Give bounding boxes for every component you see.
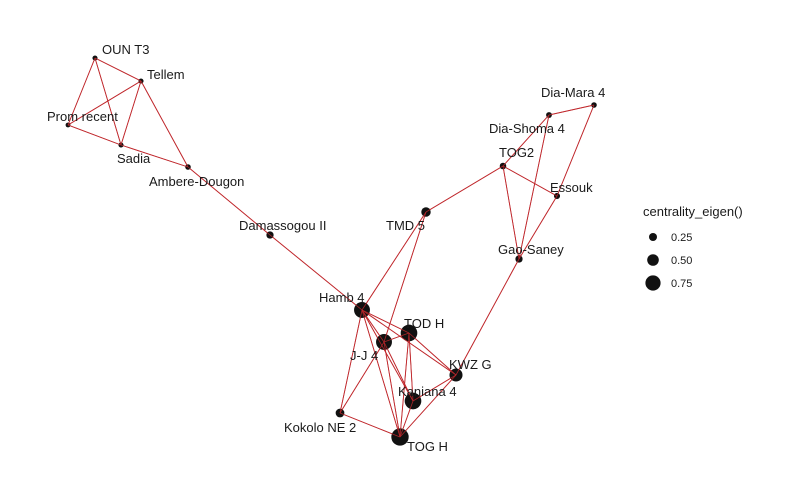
legend-items: 0.25 0.50 0.75 — [645, 232, 692, 291]
legend-label-0: 0.25 — [671, 232, 692, 244]
node-label-jj4: J-J 4 — [350, 348, 378, 363]
edge-overlay-oun-tellem — [94, 57, 142, 82]
node-label-prom: Prom recent — [47, 109, 118, 124]
edge-overlay-jj4-kaniana — [383, 341, 414, 402]
node-label-diashoma: Dia-Shoma 4 — [489, 121, 565, 136]
edge-overlay-tmd5-togII — [425, 165, 504, 213]
node-label-damassogou: Damassogou II — [239, 218, 326, 233]
node-label-tmd5: TMD 5 — [386, 218, 425, 233]
edge-overlay-diashoma-diamara — [548, 104, 595, 116]
edge-overlay-jj4-kokolo — [339, 341, 385, 414]
edge-overlay-todh-jj4 — [383, 332, 410, 343]
node-label-tellem: Tellem — [147, 67, 185, 82]
edge-overlay-kwzg-togh — [399, 374, 457, 438]
labels-layer: OUN T3 Tellem Prom recent Sadia Ambere-Dougo… — [47, 42, 605, 454]
edge-overlay-tellem-sadia — [120, 80, 142, 146]
legend-label-1: 0.50 — [671, 255, 692, 267]
node-label-diamara: Dia-Mara 4 — [541, 85, 605, 100]
edge-overlay-hamb4-togh — [361, 309, 401, 438]
node-label-gaosaney: Gao-Saney — [498, 242, 564, 257]
edge-overlay-hamb4-jj4 — [361, 309, 385, 343]
edge-overlay-diamara-essouk — [556, 104, 595, 197]
edge-overlay-todh-kaniana — [408, 332, 414, 402]
edge-overlay-jj4-togh — [383, 341, 401, 438]
edge-overlay-tmd5-hamb4 — [361, 211, 427, 311]
legend-key-0 — [649, 233, 657, 241]
edge-overlay-diashoma-gaosaney — [518, 114, 550, 260]
legend-key-2 — [645, 275, 661, 291]
legend-key-1 — [647, 254, 659, 266]
edge-overlay-oun-sadia — [94, 57, 122, 146]
edge-overlay-ambere-damassogou — [187, 166, 271, 236]
node-label-kaniana: Kaniana 4 — [398, 384, 457, 399]
legend-label-2: 0.75 — [671, 278, 692, 290]
edge-overlay-sadia-ambere — [120, 144, 189, 168]
node-label-oun: OUN T3 — [102, 42, 149, 57]
edge-overlay-kaniana-togh — [399, 400, 414, 438]
legend: centrality_eigen() 0.25 0.50 0.75 — [643, 204, 743, 291]
edge-overlay-tmd5-jj4 — [383, 211, 427, 343]
edge-overlay-oun-prom — [67, 57, 96, 126]
node-label-essouk: Essouk — [550, 180, 593, 195]
node-label-hamb4: Hamb 4 — [319, 290, 365, 305]
edge-overlay-todh-togh — [399, 332, 410, 438]
edge-overlay-damassogou-hamb4 — [269, 234, 363, 311]
node-label-ambere: Ambere-Dougon — [149, 174, 244, 189]
node-label-sadia: Sadia — [117, 151, 151, 166]
edge-overlay-togII-diashoma — [502, 114, 550, 167]
edge-overlay-gaosaney-kwzg — [455, 258, 520, 376]
node-label-kwzg: KWZ G — [449, 357, 492, 372]
node-label-togII: TOG2 — [499, 145, 534, 160]
edge-overlay-togII-essouk — [502, 165, 558, 197]
edge-overlay-togII-gaosaney — [502, 165, 520, 260]
edge-overlay-essouk-gaosaney — [518, 195, 558, 260]
edge-overlay-todh-kwzg — [408, 332, 457, 376]
edge-overlay-hamb4-kokolo — [339, 309, 363, 414]
legend-title: centrality_eigen() — [643, 204, 743, 219]
node-label-todh: TOD H — [404, 316, 444, 331]
edge-overlay-hamb4-todh — [361, 309, 410, 334]
edge-overlay-hamb4-kwzg — [361, 309, 457, 376]
edge-overlay-prom-sadia — [67, 124, 122, 146]
edge-overlay-tellem-prom — [67, 80, 142, 126]
edge-overlay-kwzg-kaniana — [412, 374, 457, 402]
edge-overlay-kokolo-togh — [339, 412, 401, 438]
node-label-kokolo: Kokolo NE 2 — [284, 420, 356, 435]
node-label-togh: TOG H — [407, 439, 448, 454]
edges-overlay — [67, 57, 595, 438]
edge-overlay-tellem-ambere — [140, 80, 189, 168]
